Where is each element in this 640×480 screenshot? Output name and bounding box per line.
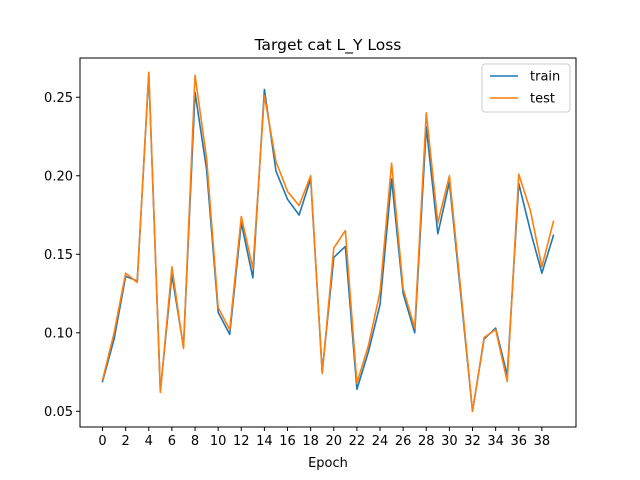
x-tick-label: 20 [326, 434, 343, 449]
x-tick-label: 12 [233, 434, 250, 449]
legend: train test [481, 63, 571, 113]
y-tick-label: 0.10 [44, 326, 73, 341]
x-axis-label: Epoch [308, 456, 348, 471]
x-tick-label: 0 [98, 434, 106, 449]
series-line-test [101, 71, 555, 413]
x-tick-label: 36 [510, 434, 527, 449]
x-tick-label: 10 [210, 434, 227, 449]
legend-label-train: train [530, 70, 560, 85]
x-tick-label: 26 [395, 434, 412, 449]
plot-frame [79, 57, 577, 428]
x-tick-label: 4 [145, 434, 153, 449]
ticks-layer: 0 2 4 6 8 10 12 14 16 18 20 22 24 26 28 30 32 34 36 380.050… [44, 91, 550, 449]
x-tick-label: 6 [168, 434, 176, 449]
y-tick-label: 0.20 [44, 169, 73, 184]
y-tick-label: 0.05 [44, 405, 73, 420]
x-tick-label: 16 [279, 434, 296, 449]
x-tick-label: 2 [122, 434, 130, 449]
x-tick-label: 24 [372, 434, 389, 449]
x-tick-label: 28 [418, 434, 435, 449]
x-tick-label: 22 [349, 434, 366, 449]
x-tick-label: 38 [534, 434, 551, 449]
x-tick-label: 32 [464, 434, 481, 449]
x-tick-label: 34 [487, 434, 504, 449]
x-tick-label: 14 [256, 434, 273, 449]
x-tick-label: 8 [191, 434, 199, 449]
x-tick-label: 18 [302, 434, 319, 449]
y-tick-label: 0.15 [44, 248, 73, 263]
chart-title: Target cat L_Y Loss [254, 36, 402, 55]
y-tick-label: 0.25 [44, 91, 73, 106]
legend-label-test: test [530, 92, 555, 107]
series-layer [101, 71, 555, 413]
x-tick-label: 30 [441, 434, 458, 449]
